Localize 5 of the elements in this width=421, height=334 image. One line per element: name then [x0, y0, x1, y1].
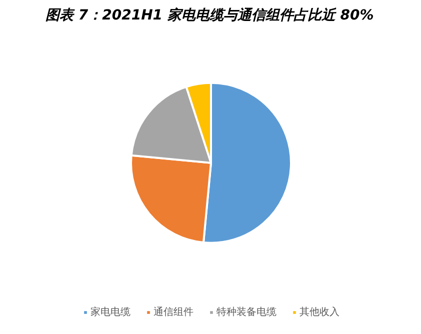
legend-label: 其他收入 — [300, 306, 340, 319]
chart-title: 图表 7：2021H1 家电电缆与通信组件占比近 80% — [46, 6, 374, 24]
legend-label: 通信组件 — [154, 306, 194, 319]
legend-label: 家电电缆 — [90, 306, 130, 319]
legend-label: 特种装备电缆 — [216, 306, 276, 319]
